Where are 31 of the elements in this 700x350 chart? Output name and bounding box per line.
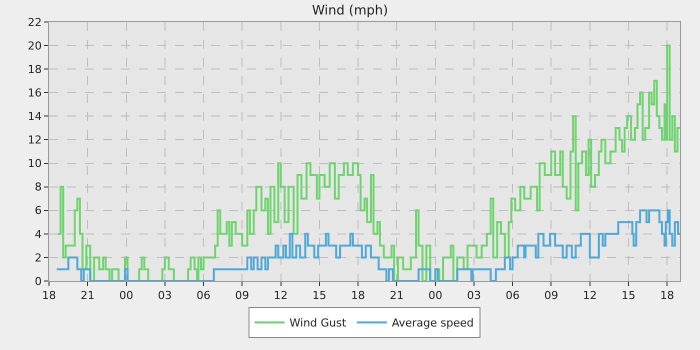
y-tick-label: 2	[34, 251, 42, 264]
x-tick-label: 18	[351, 289, 366, 302]
y-tick-label: 12	[28, 134, 42, 147]
y-tick-label: 6	[34, 204, 42, 218]
x-tick-label: 18	[660, 289, 674, 302]
chart-title: Wind (mph)	[312, 3, 388, 18]
x-tick-label: 21	[390, 289, 404, 302]
y-tick-label: 4	[34, 228, 42, 241]
y-tick-label: 0	[34, 274, 42, 288]
x-tick-label: 09	[235, 289, 250, 302]
legend-label: Average speed	[392, 316, 474, 330]
x-tick-label: 15	[621, 289, 636, 302]
y-tick-label: 8	[34, 180, 42, 194]
x-tick-label: 12	[274, 289, 288, 302]
x-tick-label: 06	[196, 289, 211, 302]
x-tick-label: 21	[80, 289, 95, 302]
x-tick-label: 09	[544, 289, 558, 302]
x-tick-label: 00	[119, 289, 134, 302]
x-tick-label: 15	[312, 289, 326, 302]
x-tick-label: 00	[428, 289, 442, 302]
x-tick-label: 12	[582, 289, 597, 302]
y-tick-label: 18	[28, 62, 42, 76]
x-tick-label: 03	[466, 289, 481, 302]
y-tick-label: 16	[28, 86, 42, 100]
y-tick-label: 10	[28, 157, 42, 170]
y-tick-label: 20	[28, 39, 42, 52]
legend-label: Wind Gust	[290, 316, 347, 330]
y-tick-label: 14	[28, 110, 42, 124]
x-tick-label: 03	[158, 289, 172, 302]
x-tick-label: 06	[506, 289, 520, 302]
y-tick-label: 22	[28, 16, 42, 29]
